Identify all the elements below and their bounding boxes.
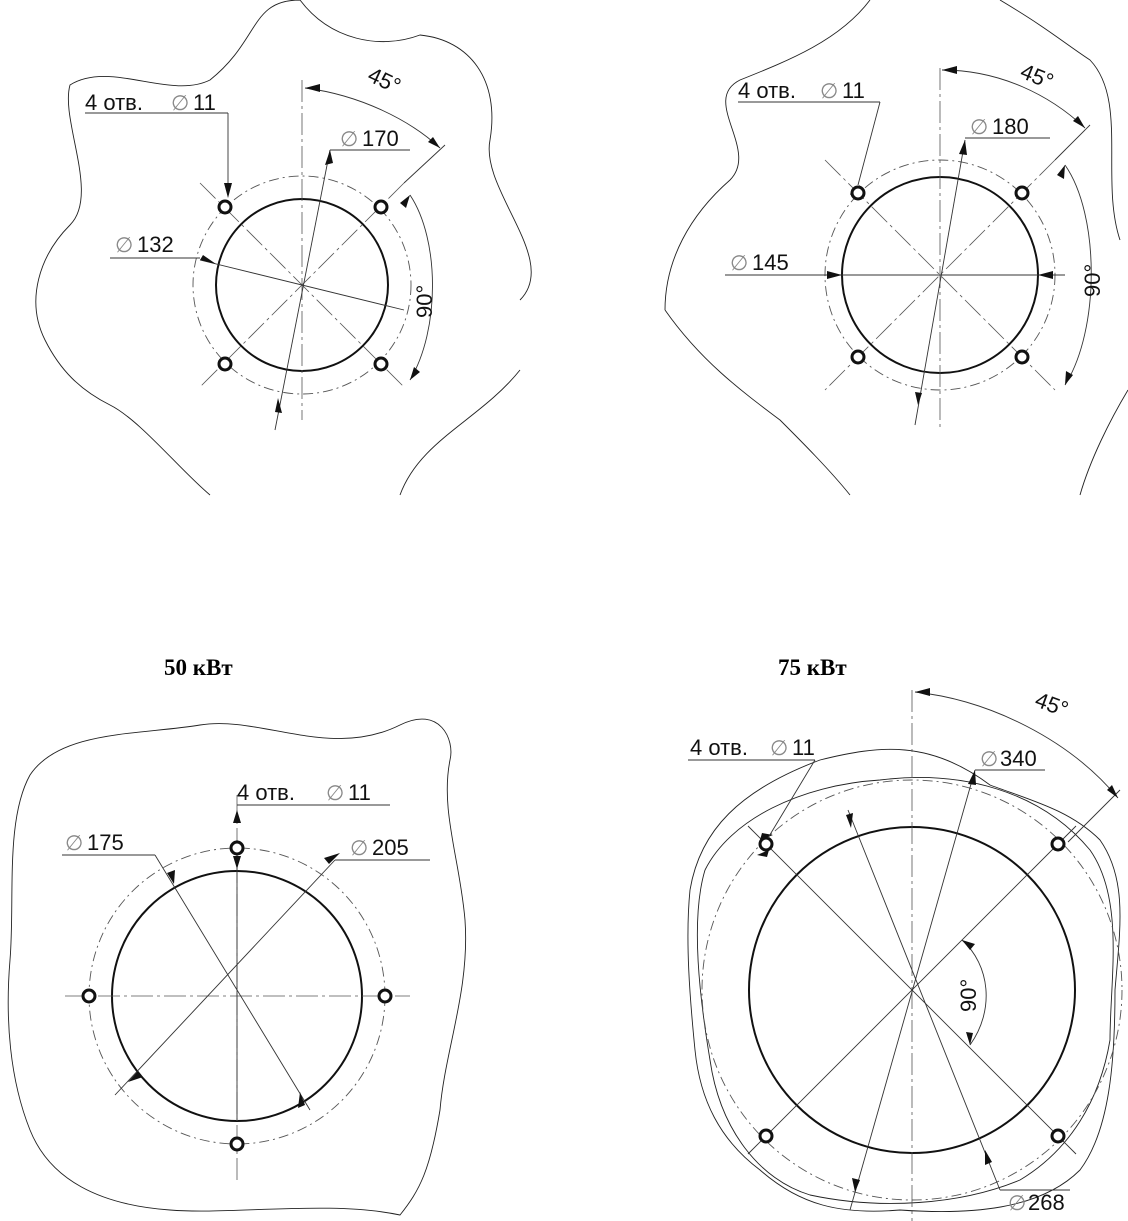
- diameter-line: [199, 259, 405, 311]
- bolt-hole: [1014, 185, 1030, 201]
- diameter-line: [114, 859, 336, 1096]
- break-outline: [35, 0, 532, 496]
- diameter-symbol: ∅: [980, 747, 998, 771]
- diameter-line: [154, 854, 311, 1111]
- bolt-hole: [1050, 836, 1066, 852]
- holes-label: 4 отв.: [738, 78, 796, 103]
- diameter-symbol: ∅: [1008, 1191, 1026, 1215]
- break-outline: [687, 748, 1121, 1213]
- caption-75kw: 75 кВт: [778, 655, 847, 680]
- extension-line: [1067, 789, 1121, 843]
- angle-arc-45: [304, 87, 441, 149]
- angle-arc-45: [941, 69, 1086, 129]
- diameter-line: [849, 769, 976, 1211]
- hole-diameter-value: 11: [193, 90, 216, 115]
- bolt-hole: [373, 199, 389, 215]
- flange-drawing-2: 4 отв. ∅ 11 ∅ 180 ∅ 145 45° 90°: [664, 0, 1128, 496]
- bolt-hole: [377, 988, 393, 1004]
- diagonal-centerline: [824, 159, 1056, 391]
- diameter-symbol: ∅: [340, 127, 358, 151]
- inner-diameter: 268: [1028, 1190, 1065, 1215]
- bolt-circle-diameter: 170: [362, 126, 399, 151]
- holes-label: 4 отв.: [85, 90, 143, 115]
- bolt-hole: [758, 836, 774, 852]
- diameter-symbol: ∅: [171, 91, 189, 115]
- diameter-symbol: ∅: [820, 79, 838, 103]
- diameter-symbol: ∅: [115, 233, 133, 257]
- caption-50kw: 50 кВт: [164, 655, 233, 680]
- extension-line: [403, 144, 446, 184]
- bolt-circle-diameter: 340: [1000, 746, 1037, 771]
- bolt-hole: [217, 199, 233, 215]
- flange-drawing-3: 4 отв. ∅ 11 ∅ 175 ∅ 205: [7, 718, 467, 1216]
- hole-diameter-value: 11: [792, 735, 815, 760]
- angle-arc-45: [914, 691, 1119, 799]
- leader-line: [767, 759, 816, 839]
- diameter-symbol: ∅: [350, 836, 368, 860]
- inner-diameter: 175: [87, 830, 124, 855]
- bolt-hole: [229, 840, 245, 856]
- angle-45-label: 45°: [1017, 58, 1057, 94]
- diameter-symbol: ∅: [65, 831, 83, 855]
- bolt-hole: [850, 349, 866, 365]
- leader-line: [857, 101, 881, 186]
- diameter-symbol: ∅: [770, 736, 788, 760]
- angle-90-label: 90°: [956, 979, 981, 1012]
- diagonal-line: [747, 825, 1077, 1155]
- diameter-symbol: ∅: [730, 251, 748, 275]
- diameter-line: [914, 139, 966, 426]
- angle-arc-90: [409, 194, 433, 381]
- bolt-hole: [229, 1136, 245, 1152]
- bolt-hole: [373, 356, 389, 372]
- angle-90-label: 90°: [1080, 264, 1105, 297]
- inner-diameter: 145: [752, 250, 789, 275]
- diameter-symbol: ∅: [970, 115, 988, 139]
- break-outline: [7, 718, 467, 1216]
- bolt-hole: [217, 356, 233, 372]
- extension-line: [1054, 124, 1091, 161]
- bolt-hole: [81, 988, 97, 1004]
- flange-drawing-1: 4 отв. ∅ 11 ∅ 170 ∅ 132 45° 90°: [35, 0, 532, 496]
- angle-45-label: 45°: [1032, 687, 1072, 722]
- diameter-line: [274, 149, 331, 431]
- break-outline: [664, 0, 1128, 496]
- holes-label: 4 отв.: [690, 735, 748, 760]
- hole-diameter-value: 11: [842, 78, 865, 103]
- angle-arc-90: [1064, 164, 1092, 386]
- bolt-hole: [1014, 349, 1030, 365]
- diameter-line: [847, 809, 1001, 1191]
- bolt-hole: [758, 1128, 774, 1144]
- holes-label: 4 отв.: [237, 780, 295, 805]
- flange-drawing-4: 4 отв. ∅ 11 ∅ 340 ∅ 268 45° 90°: [687, 687, 1123, 1221]
- angle-90-label: 90°: [412, 285, 437, 318]
- angle-45-label: 45°: [364, 62, 405, 99]
- diameter-symbol: ∅: [326, 781, 344, 805]
- hole-diameter-value: 11: [348, 780, 371, 805]
- bolt-hole: [850, 185, 866, 201]
- bolt-circle: [192, 175, 412, 395]
- inner-diameter: 132: [137, 232, 174, 257]
- break-outline-2: [696, 777, 1114, 1204]
- bolt-circle-diameter: 205: [372, 835, 409, 860]
- diagonal-centerline: [824, 159, 1056, 391]
- bolt-circle-diameter: 180: [992, 114, 1029, 139]
- bolt-hole: [1050, 1128, 1066, 1144]
